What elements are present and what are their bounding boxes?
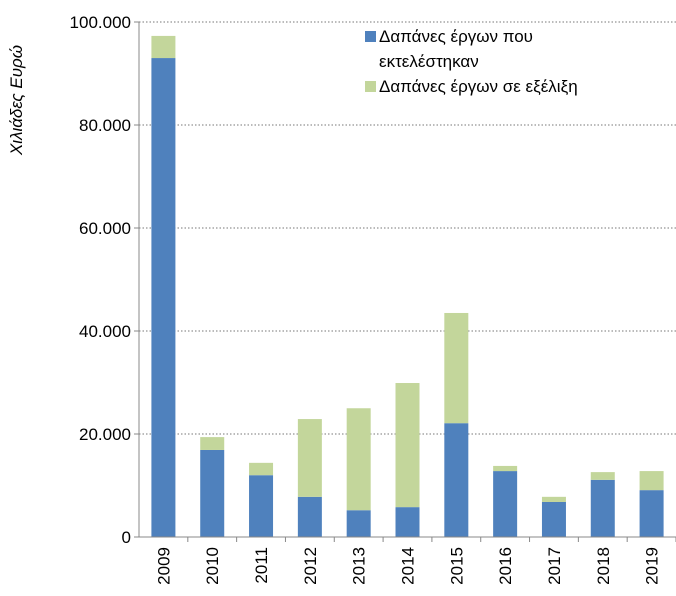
- y-tick-label: 40.000: [79, 322, 131, 341]
- bar-segment: [590, 479, 615, 537]
- x-tick-label: 2014: [399, 547, 418, 585]
- legend-swatch: [365, 81, 376, 92]
- bar-segment: [200, 437, 225, 450]
- bar-segment: [297, 496, 322, 537]
- y-tick-label: 80.000: [79, 116, 131, 135]
- bar-segment: [297, 419, 322, 497]
- bar-segment: [444, 312, 469, 424]
- bar-segment: [639, 490, 664, 537]
- legend-swatch: [365, 31, 376, 42]
- x-tick-label: 2015: [447, 547, 466, 585]
- legend-entry: Δαπάνες έργων σε εξέλιξη: [365, 74, 625, 99]
- bar-segment: [541, 496, 566, 502]
- bar-segment: [200, 449, 225, 537]
- bar-segment: [151, 58, 176, 538]
- bar-segment: [444, 423, 469, 537]
- y-tick-label: 20.000: [79, 425, 131, 444]
- bar-segment: [493, 471, 518, 537]
- bar-segment: [395, 507, 420, 537]
- legend-entry: Δαπάνες έργων που εκτελέστηκαν: [365, 24, 599, 74]
- x-tick-label: 2012: [301, 547, 320, 585]
- x-tick-label: 2019: [643, 547, 662, 585]
- x-tick-label: 2010: [203, 547, 222, 585]
- x-tick-label: 2009: [154, 547, 173, 585]
- bar-segment: [590, 472, 615, 480]
- y-tick-label: 100.000: [70, 13, 131, 32]
- y-tick-label: 0: [122, 528, 131, 547]
- bar-segment: [493, 465, 518, 472]
- bar-segment: [249, 475, 274, 537]
- x-tick-label: 2018: [594, 547, 613, 585]
- x-tick-label: 2016: [496, 547, 515, 585]
- bar-segment: [346, 408, 371, 511]
- bar-segment: [151, 35, 176, 59]
- bar-segment: [395, 383, 420, 508]
- x-tick-label: 2017: [545, 547, 564, 585]
- bar-segment: [346, 510, 371, 537]
- bar-segment: [541, 501, 566, 537]
- y-axis-label: Χιλιάδες Ευρώ: [7, 45, 26, 156]
- x-tick-label: 2011: [252, 547, 271, 584]
- y-tick-label: 60.000: [79, 219, 131, 238]
- legend-label: Δαπάνες έργων σε εξέλιξη: [379, 77, 578, 96]
- legend: Δαπάνες έργων που εκτελέστηκαν Δαπάνες έρ…: [365, 24, 625, 99]
- bar-segment: [249, 462, 274, 476]
- legend-label: Δαπάνες έργων που εκτελέστηκαν: [379, 27, 533, 71]
- x-tick-label: 2013: [350, 547, 369, 585]
- bar-segment: [639, 471, 664, 491]
